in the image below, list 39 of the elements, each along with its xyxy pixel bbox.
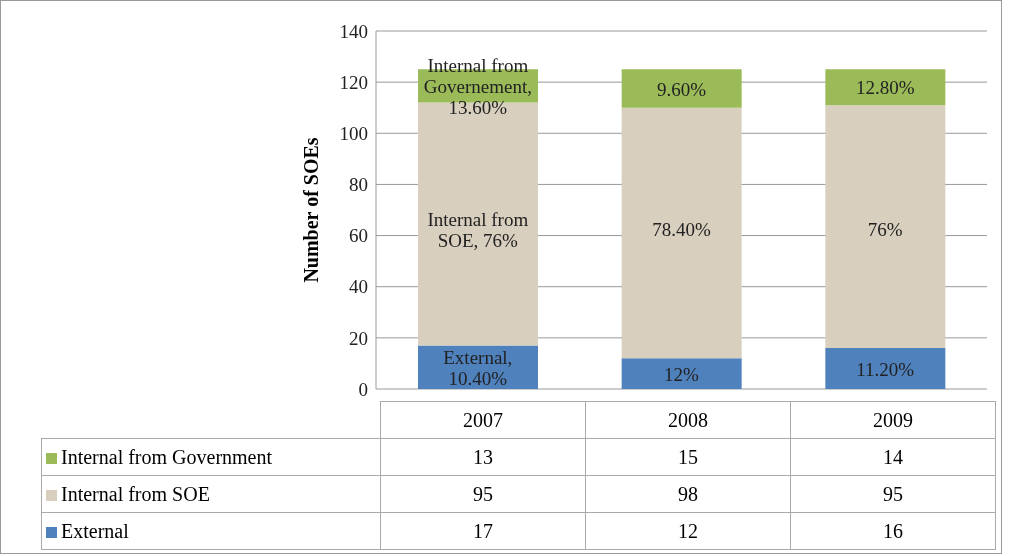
annotation: 11.20% (856, 358, 915, 380)
data-label: 16 (790, 512, 996, 550)
y-tick-label: 40 (349, 276, 368, 298)
y-tick-label: 20 (349, 327, 368, 349)
data-label: 98 (585, 475, 791, 513)
y-tick-label: 60 (349, 225, 368, 247)
legend-label: External (41, 512, 381, 550)
x-tick-label: 2008 (585, 401, 791, 439)
annotation: 12% (664, 363, 700, 385)
data-label: 12 (585, 512, 791, 550)
data-label: 95 (380, 475, 586, 513)
y-tick-label: 80 (349, 174, 368, 196)
annotation: 76% (867, 218, 903, 240)
x-tick-label: 2009 (790, 401, 996, 439)
annotation: 9.60% (656, 78, 707, 100)
bar (825, 69, 946, 106)
y-tick-label: 140 (339, 20, 368, 42)
bar (418, 102, 538, 346)
bar (621, 358, 742, 389)
y-tick-label: 0 (358, 378, 368, 400)
y-tick-label: 100 (339, 123, 368, 145)
annotation: 78.40% (652, 218, 711, 240)
bar (621, 69, 742, 108)
y-axis-title: Number of SOEs (300, 137, 323, 283)
y-tick-label: 120 (339, 71, 368, 93)
bar (825, 348, 946, 389)
data-label: 95 (790, 475, 996, 513)
bar (825, 105, 946, 349)
legend-label: Internal from Government (41, 438, 381, 476)
data-label: 15 (585, 438, 791, 476)
bar (621, 107, 742, 359)
annotation: 12.80% (855, 76, 915, 98)
data-label: 13 (380, 438, 586, 476)
annotation: External, 10.40% (443, 346, 513, 389)
data-label: 17 (380, 512, 586, 550)
legend-label: Internal from SOE (41, 475, 381, 513)
annotation: Internal from SOE, 76% (427, 208, 529, 251)
data-label: 14 (790, 438, 996, 476)
x-tick-label: 2007 (380, 401, 586, 439)
